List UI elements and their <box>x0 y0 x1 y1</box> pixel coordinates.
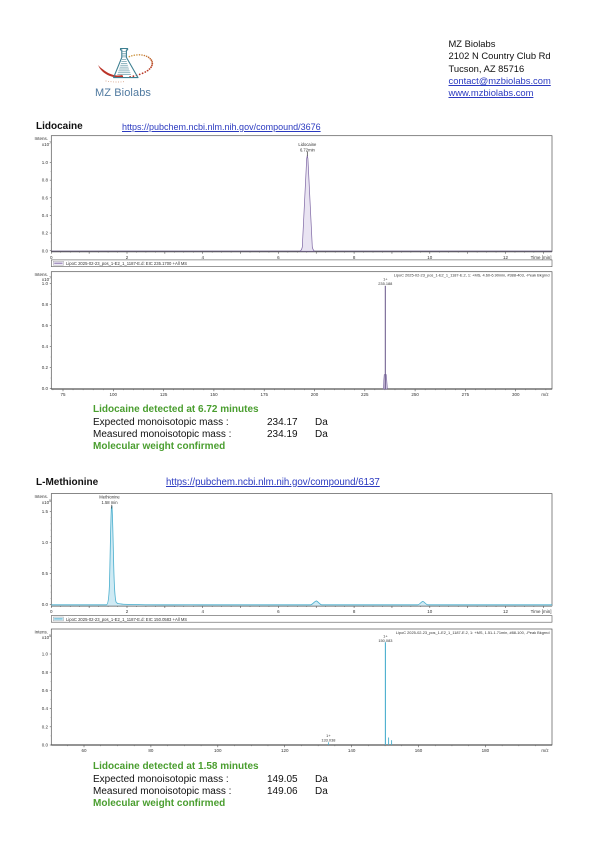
svg-text:0.8: 0.8 <box>42 302 49 307</box>
svg-text:10: 10 <box>427 609 433 614</box>
svg-text:LipoC 2025-02-23_pos_1-E2_1_11: LipoC 2025-02-23_pos_1-E2_1_1187-E.d: EI… <box>66 617 187 622</box>
svg-text:1.0: 1.0 <box>42 160 49 165</box>
svg-text:10: 10 <box>427 255 433 260</box>
svg-text:0.2: 0.2 <box>42 231 49 236</box>
svg-text:1.0: 1.0 <box>42 652 49 657</box>
svg-text:2: 2 <box>126 255 129 260</box>
svg-text:150: 150 <box>210 392 218 397</box>
svg-text:m/z: m/z <box>541 748 549 753</box>
svg-text:120: 120 <box>281 748 289 753</box>
svg-text:2: 2 <box>126 609 129 614</box>
svg-text:1.0: 1.0 <box>42 281 49 286</box>
svg-text:LipoC 2025-02-23_pos_1-E2_1_11: LipoC 2025-02-23_pos_1-E2_1_1187-E.d: EI… <box>66 261 187 266</box>
svg-text:0.2: 0.2 <box>42 365 49 370</box>
svg-text:0: 0 <box>50 609 53 614</box>
svg-text:0.4: 0.4 <box>42 706 49 711</box>
svg-text:1+: 1+ <box>383 277 388 282</box>
svg-text:225: 225 <box>361 392 369 397</box>
svg-text:0.0: 0.0 <box>42 386 49 391</box>
svg-text:0: 0 <box>50 255 53 260</box>
svg-text:100: 100 <box>214 748 222 753</box>
svg-text:m/z: m/z <box>541 392 549 397</box>
svg-text:LipoC 2025-02-23_pos_1-E2_1_11: LipoC 2025-02-23_pos_1-E2_1_1187-E.2, 1:… <box>394 273 550 278</box>
svg-text:0.0: 0.0 <box>42 743 49 748</box>
svg-text:x107: x107 <box>42 141 51 147</box>
svg-text:0.0: 0.0 <box>42 602 49 607</box>
svg-text:1+: 1+ <box>383 634 388 639</box>
svg-text:300: 300 <box>512 392 520 397</box>
svg-text:0.6: 0.6 <box>42 323 49 328</box>
svg-text:275: 275 <box>462 392 470 397</box>
svg-text:8: 8 <box>353 609 356 614</box>
svg-text:200: 200 <box>311 392 319 397</box>
svg-text:4: 4 <box>201 255 204 260</box>
svg-text:0.4: 0.4 <box>42 213 49 218</box>
svg-text:0.5: 0.5 <box>42 571 49 576</box>
svg-text:Methionine: Methionine <box>99 494 120 499</box>
svg-text:60: 60 <box>81 748 87 753</box>
svg-text:LipoC 2025-02-23_pos_1-E2_1_11: LipoC 2025-02-23_pos_1-E2_1_1187-E.2, 1:… <box>396 630 550 635</box>
svg-text:0.2: 0.2 <box>42 724 49 729</box>
svg-text:x105: x105 <box>42 634 51 640</box>
svg-text:80: 80 <box>148 748 154 753</box>
svg-text:0.6: 0.6 <box>42 195 49 200</box>
svg-text:Intens.: Intens. <box>34 136 48 141</box>
svg-text:125: 125 <box>160 392 168 397</box>
svg-text:Intens.: Intens. <box>34 629 48 634</box>
svg-text:0.4: 0.4 <box>42 344 49 349</box>
svg-text:6.72min: 6.72min <box>300 147 316 152</box>
svg-text:175: 175 <box>260 392 268 397</box>
svg-text:6: 6 <box>277 255 280 260</box>
svg-text:Intens.: Intens. <box>34 272 48 277</box>
svg-text:Time [min]: Time [min] <box>531 609 552 614</box>
svg-text:75: 75 <box>60 392 66 397</box>
svg-text:0.8: 0.8 <box>42 178 49 183</box>
svg-text:x105: x105 <box>42 499 51 505</box>
svg-text:4: 4 <box>201 609 204 614</box>
svg-text:6: 6 <box>277 609 280 614</box>
svg-text:133.038: 133.038 <box>321 737 335 742</box>
svg-text:160: 160 <box>415 748 423 753</box>
svg-text:100: 100 <box>110 392 118 397</box>
svg-text:Time [min]: Time [min] <box>531 255 552 260</box>
svg-text:1.58 min: 1.58 min <box>101 500 118 505</box>
svg-text:140: 140 <box>348 748 356 753</box>
svg-text:1+: 1+ <box>326 733 331 738</box>
svg-text:12: 12 <box>503 609 509 614</box>
svg-text:250: 250 <box>411 392 419 397</box>
svg-text:180: 180 <box>482 748 490 753</box>
svg-text:x107: x107 <box>42 276 51 282</box>
svg-text:Intens.: Intens. <box>34 494 48 499</box>
svg-text:1.0: 1.0 <box>42 540 49 545</box>
svg-text:0.6: 0.6 <box>42 688 49 693</box>
svg-text:0.8: 0.8 <box>42 670 49 675</box>
svg-text:12: 12 <box>503 255 509 260</box>
svg-text:1.5: 1.5 <box>42 509 49 514</box>
svg-text:Lidocaine: Lidocaine <box>298 142 317 147</box>
svg-text:8: 8 <box>353 255 356 260</box>
svg-text:150.083: 150.083 <box>378 638 392 643</box>
svg-text:235.188: 235.188 <box>378 281 392 286</box>
svg-text:0.0: 0.0 <box>42 248 49 253</box>
